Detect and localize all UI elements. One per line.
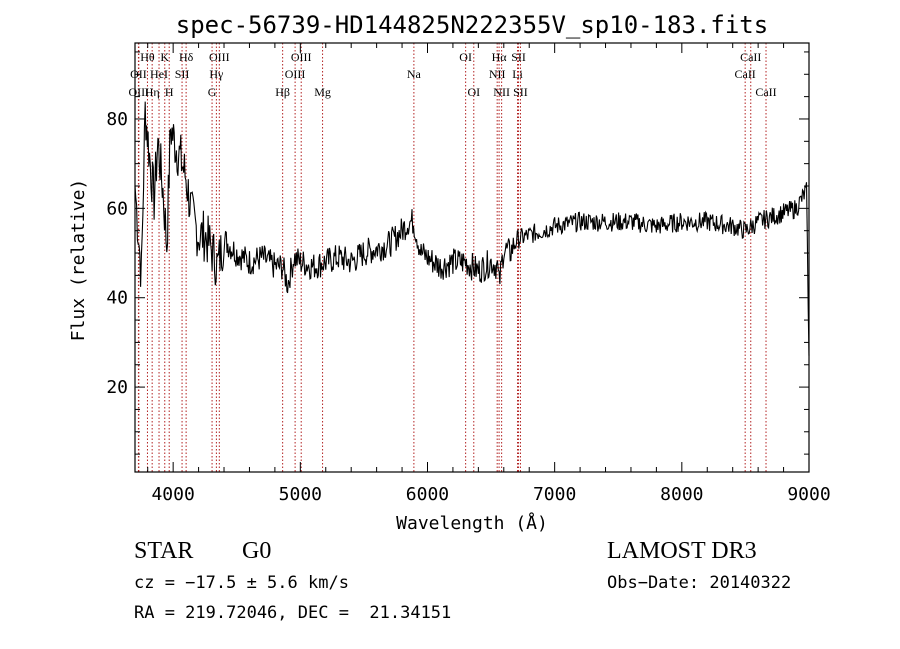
x-tick-label: 8000 [660, 484, 703, 505]
spectral-line-label: NII [489, 67, 506, 81]
y-tick-label: 40 [106, 288, 128, 309]
spectral-line-label: Hδ [179, 50, 194, 64]
ra-dec-coordinates: RA = 219.72046, DEC = 21.34151 [134, 603, 452, 623]
spectral-line-label: OIII [128, 85, 149, 99]
plot-frame [134, 42, 810, 473]
spectral-line-label: SII [511, 50, 526, 64]
spectral-line-label: G [208, 85, 217, 99]
survey-name: LAMOST DR3 [607, 538, 757, 564]
spectral-line-label: OIII [291, 50, 312, 64]
spectral-line-label: CaII [740, 50, 761, 64]
redshift-cz: cz = −17.5 ± 5.6 km/s [134, 573, 349, 593]
spectral-line-label: HeI [150, 67, 168, 81]
spectral-line-label: SII [513, 85, 528, 99]
x-axis-label: Wavelength (Å) [396, 512, 548, 534]
object-class: STAR [134, 538, 194, 564]
y-tick-label: 60 [106, 198, 128, 219]
object-subclass: G0 [242, 538, 272, 564]
spectral-line-label: K [160, 50, 169, 64]
spectral-line-label: OIII [285, 67, 306, 81]
spectral-line-label: H [165, 85, 174, 99]
spectral-line-label: Na [407, 67, 422, 81]
y-tick-labels: 20 40 60 80 [106, 109, 128, 398]
x-tick-label: 5000 [279, 484, 322, 505]
spectrum-line [134, 101, 810, 356]
x-tick-label: 6000 [406, 484, 449, 505]
spectral-line-label: Li [512, 67, 523, 81]
y-tick-label: 20 [106, 377, 128, 398]
spectral-line-label: Hγ [209, 67, 224, 81]
y-axis-label: Flux (relative) [68, 179, 89, 342]
spectral-line-label: Hη [145, 85, 160, 99]
spectral-line-label: SII [175, 67, 190, 81]
x-tick-label: 9000 [787, 484, 830, 505]
spectral-line-label: Mg [314, 85, 331, 99]
spectral-line-label: Hα [492, 50, 508, 64]
spectral-line-label: NII [493, 85, 510, 99]
x-tick-labels: 4000 5000 6000 7000 8000 9000 [151, 484, 830, 505]
x-tick-label: 4000 [151, 484, 194, 505]
spectral-line-label: OIII [209, 50, 230, 64]
spectral-line-label: Hβ [275, 85, 290, 99]
chart-title: spec-56739-HD144825N222355V_sp10-183.fit… [176, 11, 768, 39]
x-tick-label: 7000 [533, 484, 576, 505]
spectral-line-label: Hθ [140, 50, 155, 64]
spectral-line-label: CaII [755, 85, 776, 99]
observation-date: Obs−Date: 20140322 [607, 573, 792, 593]
spectral-line-label: OI [467, 85, 480, 99]
spectral-line-label: OI [459, 50, 472, 64]
y-tick-label: 80 [106, 109, 128, 130]
spectral-line-label: CaII [734, 67, 755, 81]
axis-ticks [135, 43, 810, 472]
